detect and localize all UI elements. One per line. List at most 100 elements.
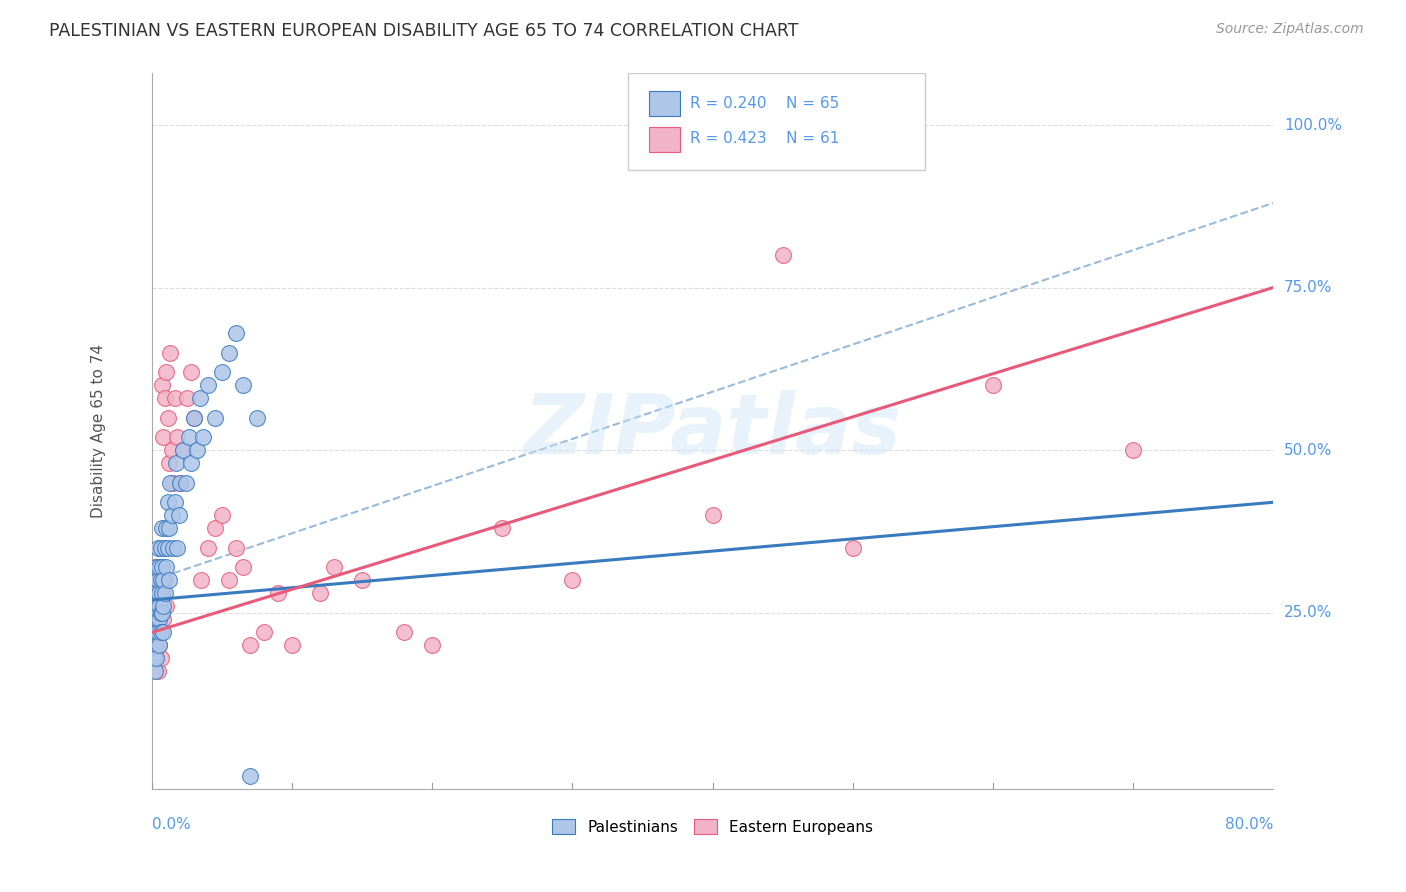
Point (281, 639, 304, 653)
Point (149, 574, 172, 588)
Point (155, 521, 177, 535)
Point (143, 599, 166, 614)
Point (253, 625, 276, 640)
Point (146, 625, 169, 640)
Point (772, 248, 794, 262)
Point (142, 586, 165, 600)
Point (156, 495, 179, 509)
Point (142, 651, 165, 665)
Point (155, 365, 177, 379)
Point (142, 599, 165, 614)
FancyBboxPatch shape (628, 73, 925, 169)
Point (180, 456, 202, 470)
Point (145, 612, 167, 626)
Point (1122, 443, 1144, 458)
Point (172, 443, 194, 458)
Point (225, 326, 247, 341)
Point (152, 625, 174, 640)
Point (155, 560, 177, 574)
Point (169, 475, 191, 490)
Point (150, 586, 173, 600)
Point (149, 625, 172, 640)
Point (239, 768, 262, 782)
Point (232, 560, 254, 574)
Point (146, 574, 169, 588)
Point (157, 574, 180, 588)
FancyBboxPatch shape (648, 127, 681, 152)
Point (149, 599, 172, 614)
Text: 50.0%: 50.0% (1284, 442, 1333, 458)
Point (162, 475, 184, 490)
Point (143, 639, 166, 653)
Point (149, 560, 172, 574)
Point (211, 508, 233, 523)
Point (146, 586, 169, 600)
Point (420, 639, 443, 653)
Point (156, 541, 179, 555)
Point (153, 586, 176, 600)
Text: 0.0%: 0.0% (152, 817, 191, 832)
Point (145, 574, 167, 588)
Point (150, 586, 173, 600)
Point (150, 378, 173, 392)
Point (561, 574, 583, 588)
Point (174, 475, 197, 490)
Point (150, 560, 173, 574)
Point (152, 574, 174, 588)
Text: ZIPatlas: ZIPatlas (523, 391, 901, 471)
Point (148, 639, 170, 653)
Point (146, 541, 169, 555)
Point (352, 574, 374, 588)
Point (150, 606, 173, 620)
Text: Source: ZipAtlas.com: Source: ZipAtlas.com (1216, 22, 1364, 37)
Point (148, 574, 170, 588)
Text: 80.0%: 80.0% (1225, 817, 1272, 832)
Point (177, 430, 200, 444)
Point (162, 541, 184, 555)
Point (148, 639, 170, 653)
FancyBboxPatch shape (648, 91, 681, 116)
Text: R = 0.240    N = 65: R = 0.240 N = 65 (690, 95, 839, 111)
Point (225, 541, 247, 555)
Point (143, 574, 166, 588)
Point (246, 410, 269, 425)
Point (145, 586, 167, 600)
Point (163, 495, 186, 509)
Point (218, 574, 240, 588)
Point (394, 625, 416, 640)
Point (150, 521, 173, 535)
Point (702, 508, 724, 523)
Point (146, 665, 169, 679)
Point (211, 365, 233, 379)
Point (152, 599, 174, 614)
Point (160, 443, 183, 458)
Point (323, 560, 346, 574)
Point (267, 586, 290, 600)
Point (197, 378, 219, 392)
Point (153, 541, 176, 555)
Point (143, 665, 166, 679)
Point (153, 574, 176, 588)
Point (157, 456, 180, 470)
Point (186, 443, 208, 458)
Point (148, 586, 170, 600)
Point (145, 599, 167, 614)
Point (157, 521, 180, 535)
Point (163, 391, 186, 405)
Text: PALESTINIAN VS EASTERN EUROPEAN DISABILITY AGE 65 TO 74 CORRELATION CHART: PALESTINIAN VS EASTERN EUROPEAN DISABILI… (49, 22, 799, 40)
Text: 25.0%: 25.0% (1284, 606, 1333, 621)
Point (183, 410, 205, 425)
Point (149, 651, 172, 665)
Point (239, 639, 262, 653)
Point (149, 541, 172, 555)
Point (491, 521, 513, 535)
Legend: Palestinians, Eastern Europeans: Palestinians, Eastern Europeans (553, 819, 873, 835)
Point (176, 391, 198, 405)
Text: 100.0%: 100.0% (1284, 118, 1343, 133)
Point (159, 475, 181, 490)
Point (148, 612, 170, 626)
Point (204, 521, 226, 535)
Point (146, 606, 169, 620)
Point (165, 456, 187, 470)
Point (166, 541, 188, 555)
